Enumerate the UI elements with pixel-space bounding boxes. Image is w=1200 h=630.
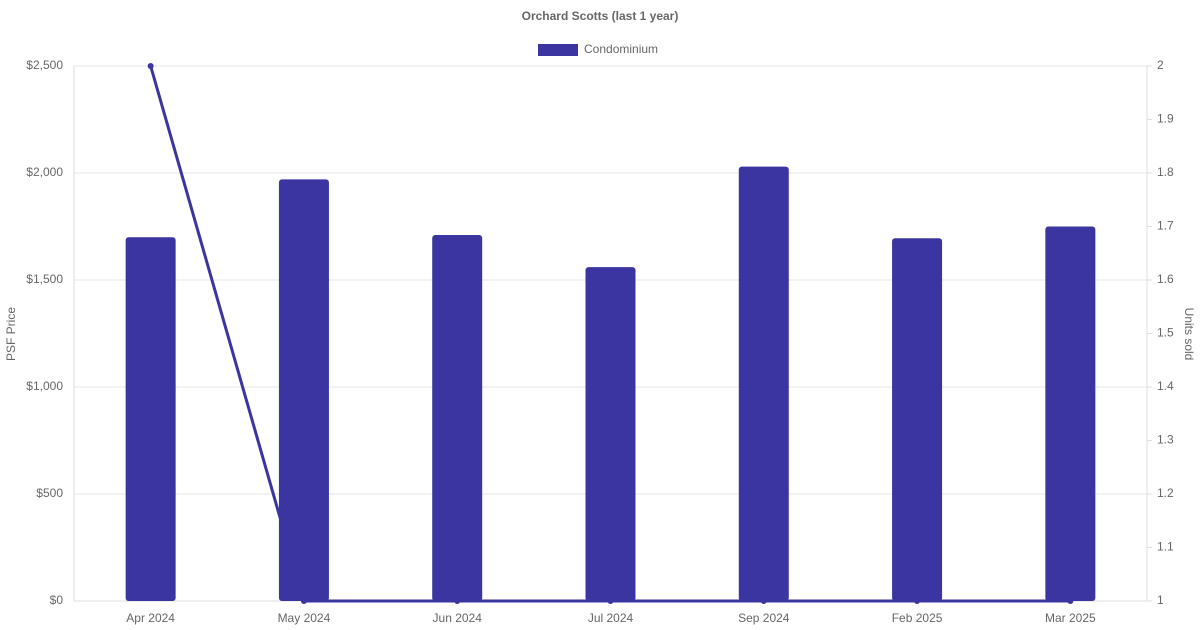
y-tick-label: $2,000 xyxy=(26,165,63,179)
y2-tick-label: 1 xyxy=(1157,593,1164,607)
x-tick-label: Feb 2025 xyxy=(892,611,943,625)
bar xyxy=(1045,226,1096,601)
y2-axis-label: Units sold xyxy=(1182,308,1196,361)
y-tick-label: $1,000 xyxy=(26,379,63,393)
legend-label: Condominium xyxy=(584,42,658,56)
y2-tick-label: 1.1 xyxy=(1157,540,1174,554)
y-axis-label: PSF Price xyxy=(4,307,18,361)
bar xyxy=(125,237,176,601)
line-point xyxy=(454,598,461,604)
y-tick-label: $2,500 xyxy=(26,58,63,72)
y2-tick-label: 1.3 xyxy=(1157,433,1174,447)
bar xyxy=(892,238,943,601)
line-point xyxy=(760,598,767,604)
chart-title: Orchard Scotts (last 1 year) xyxy=(522,9,679,23)
y2-tick-label: 1.8 xyxy=(1157,165,1174,179)
y2-tick-label: 1.9 xyxy=(1157,112,1174,126)
y-tick-label: $1,500 xyxy=(26,272,63,286)
y-tick-label: $500 xyxy=(36,486,63,500)
line-point xyxy=(914,598,921,604)
line-point xyxy=(300,598,307,604)
bar xyxy=(738,166,789,601)
y2-tick-label: 2 xyxy=(1157,58,1164,72)
bar xyxy=(278,179,329,602)
y2-tick-label: 1.2 xyxy=(1157,486,1174,500)
legend-swatch xyxy=(538,44,578,56)
y2-tick-label: 1.7 xyxy=(1157,219,1174,233)
y2-tick-label: 1.4 xyxy=(1157,379,1174,393)
line-point xyxy=(607,598,614,604)
y-tick-label: $0 xyxy=(50,593,64,607)
bar xyxy=(432,235,483,601)
bar xyxy=(585,267,636,601)
line-point xyxy=(147,63,154,69)
y2-tick-label: 1.5 xyxy=(1157,326,1174,340)
x-tick-label: Jun 2024 xyxy=(433,611,483,625)
x-tick-label: Mar 2025 xyxy=(1045,611,1096,625)
line-point xyxy=(1067,598,1074,604)
x-tick-label: Jul 2024 xyxy=(588,611,634,625)
y2-tick-label: 1.6 xyxy=(1157,272,1174,286)
x-tick-label: May 2024 xyxy=(278,611,331,625)
x-tick-label: Sep 2024 xyxy=(738,611,790,625)
x-tick-label: Apr 2024 xyxy=(126,611,175,625)
